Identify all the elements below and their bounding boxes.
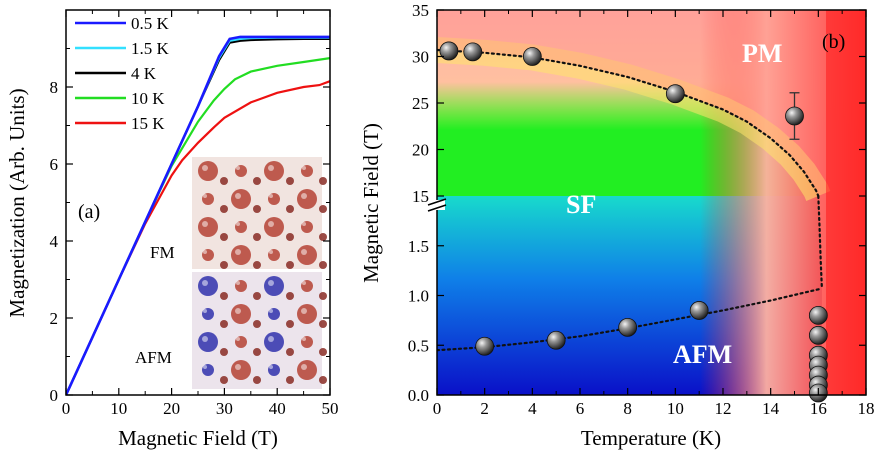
region-label-afm: AFM [673, 340, 732, 369]
data-point-upper [463, 42, 483, 62]
data-point-lower [618, 317, 638, 337]
x-axis-label-a: Magnetic Field (T) [118, 426, 278, 450]
y-tick-label-b: 15 [412, 187, 429, 206]
y-tick-label-a: 6 [50, 155, 59, 174]
data-point-upper [665, 84, 685, 104]
data-point-lower [808, 325, 828, 345]
x-tick-label-a: 10 [110, 399, 127, 418]
y-axis-label-b: Magnetic Field (T) [359, 123, 383, 283]
region-label-pm: PM [742, 39, 782, 68]
x-tick-label-a: 50 [322, 399, 339, 418]
data-point-lower [689, 301, 709, 320]
inset-fm-image [192, 157, 327, 269]
data-point-lower [808, 305, 828, 325]
inset-label-fm: FM [150, 243, 175, 262]
x-tick-label-b: 8 [623, 399, 632, 418]
x-tick-label-b: 12 [715, 399, 732, 418]
x-tick-label-a: 30 [216, 399, 233, 418]
axis-break-mark [427, 198, 447, 212]
x-tick-label-b: 18 [858, 399, 875, 418]
x-tick-label-b: 14 [762, 399, 780, 418]
legend-entry: 0.5 K [131, 14, 170, 33]
y-tick-label-b: 0.5 [408, 336, 429, 355]
legend-entry: 15 K [131, 114, 165, 133]
data-point-upper [785, 106, 804, 126]
series-line-0.5k [66, 35, 330, 395]
data-point-upper [439, 41, 459, 61]
region-label-sf: SF [566, 190, 596, 219]
inset-label-afm: AFM [135, 348, 172, 367]
legend-entry: 10 K [131, 89, 165, 108]
x-tick-label-b: 4 [528, 399, 537, 418]
panel-a: FM AFM 0 10 20 30 40 50 0 2 4 6 8 0.5 K 1.5 K 4 K 10 … [5, 9, 339, 450]
data-point-upper [522, 47, 542, 66]
x-tick-label-b: 6 [576, 399, 585, 418]
phase-diagram-background [437, 10, 866, 395]
y-tick-label-b: 30 [412, 48, 429, 67]
x-tick-label-b: 0 [433, 399, 442, 418]
panel-label-a: (a) [78, 201, 100, 223]
x-axis-label-b: Temperature (K) [581, 426, 721, 450]
x-tick-label-a: 0 [62, 399, 71, 418]
panel-label-b: (b) [822, 31, 845, 53]
y-tick-label-b: 0.0 [408, 386, 429, 405]
x-tick-label-b: 10 [667, 399, 684, 418]
phase-boundary-vertical [817, 194, 823, 290]
y-tick-label-b: 35 [412, 1, 429, 20]
data-point-lower [546, 330, 566, 350]
y-tick-label-b: 1.0 [408, 287, 429, 306]
y-tick-label-b: 25 [412, 94, 429, 113]
panel-b: 0 2 4 6 8 10 12 14 16 18 0.0 0.5 1.0 1.5 15 20 25 30 35 PM… [359, 1, 875, 450]
y-tick-label-a: 8 [50, 78, 59, 97]
y-tick-label-a: 0 [50, 386, 59, 405]
y-tick-label-b: 1.5 [408, 237, 429, 256]
inset-afm-image [192, 272, 327, 389]
y-tick-label-a: 2 [50, 309, 59, 328]
y-axis-label-a: Magnetization (Arb. Units) [5, 88, 29, 317]
y-tick-label-a: 4 [50, 232, 59, 251]
x-tick-label-a: 20 [163, 399, 180, 418]
y-tick-label-b: 20 [412, 141, 429, 160]
x-tick-label-b: 16 [810, 399, 827, 418]
data-point-lower [475, 336, 495, 356]
legend-entry: 1.5 K [131, 39, 170, 58]
x-tick-label-b: 2 [480, 399, 489, 418]
legend-entry: 4 K [131, 64, 157, 83]
x-tick-label-a: 40 [269, 399, 286, 418]
